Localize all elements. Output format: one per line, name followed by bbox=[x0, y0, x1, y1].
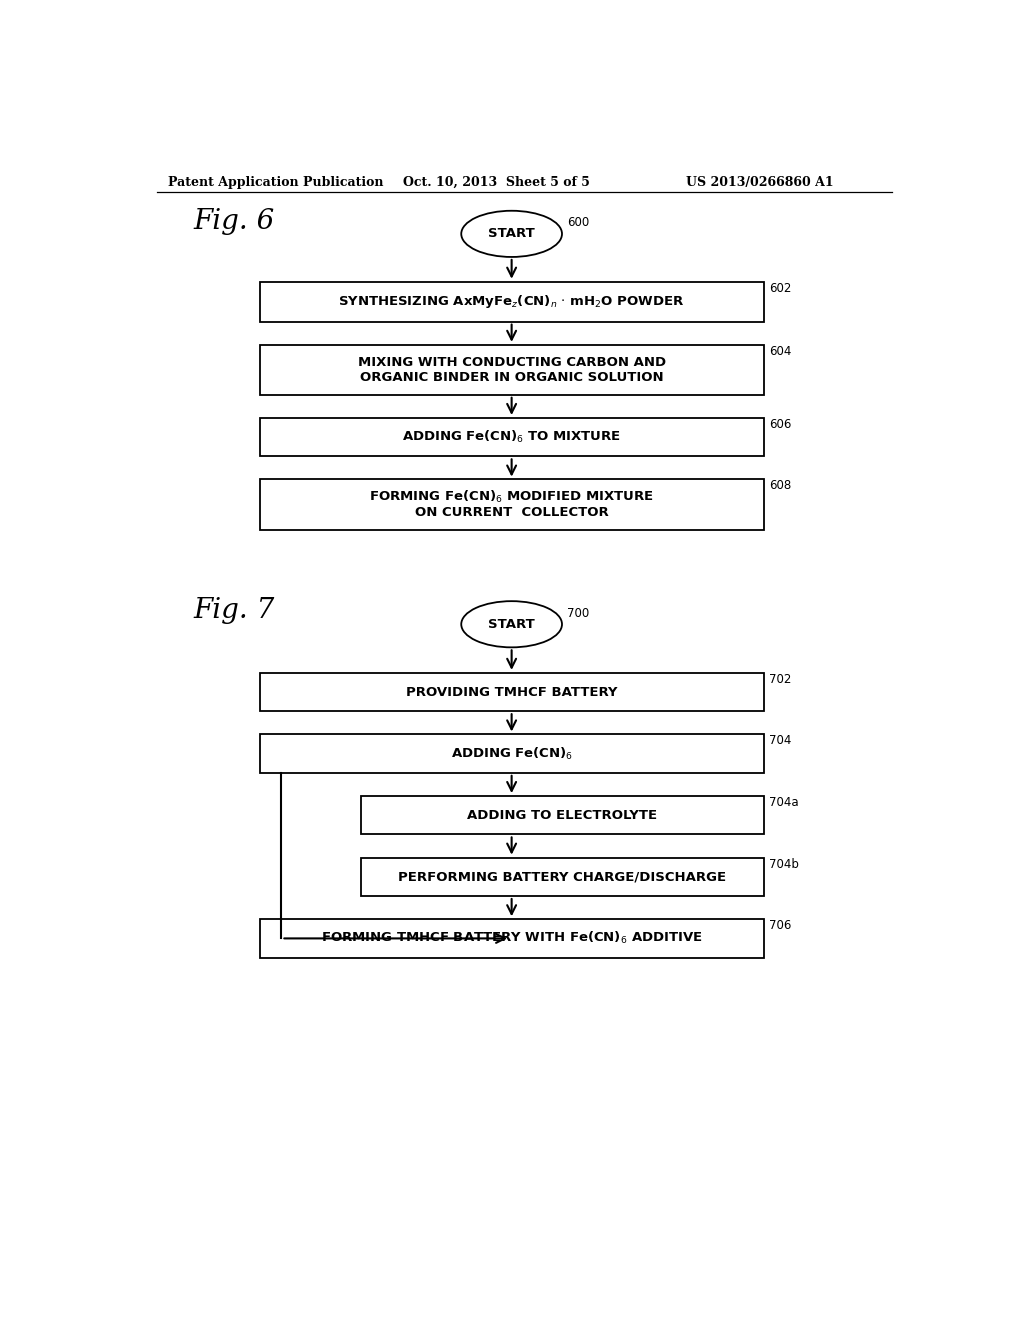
Text: 700: 700 bbox=[567, 607, 590, 619]
Text: 604: 604 bbox=[769, 345, 792, 358]
Text: ON CURRENT  COLLECTOR: ON CURRENT COLLECTOR bbox=[415, 506, 608, 519]
Text: START: START bbox=[488, 227, 535, 240]
Ellipse shape bbox=[461, 211, 562, 257]
Text: ADDING Fe(CN)$_6$: ADDING Fe(CN)$_6$ bbox=[451, 746, 572, 762]
FancyBboxPatch shape bbox=[260, 673, 764, 711]
FancyBboxPatch shape bbox=[260, 281, 764, 322]
Text: 600: 600 bbox=[567, 216, 590, 230]
FancyBboxPatch shape bbox=[360, 796, 764, 834]
Text: Patent Application Publication: Patent Application Publication bbox=[168, 176, 384, 189]
FancyBboxPatch shape bbox=[260, 418, 764, 457]
FancyBboxPatch shape bbox=[260, 479, 764, 529]
Text: US 2013/0266860 A1: US 2013/0266860 A1 bbox=[686, 176, 834, 189]
FancyBboxPatch shape bbox=[260, 345, 764, 395]
Text: FORMING TMHCF BATTERY WITH Fe(CN)$_6$ ADDITIVE: FORMING TMHCF BATTERY WITH Fe(CN)$_6$ AD… bbox=[321, 931, 702, 946]
Text: PROVIDING TMHCF BATTERY: PROVIDING TMHCF BATTERY bbox=[406, 685, 617, 698]
Text: SYNTHESIZING AxMyFe$_z$(CN)$_n$ $\cdot$ mH$_2$O POWDER: SYNTHESIZING AxMyFe$_z$(CN)$_n$ $\cdot$ … bbox=[338, 293, 685, 310]
Text: 606: 606 bbox=[769, 418, 792, 430]
Text: FORMING Fe(CN)$_6$ MODIFIED MIXTURE: FORMING Fe(CN)$_6$ MODIFIED MIXTURE bbox=[370, 488, 654, 504]
Text: Fig. 6: Fig. 6 bbox=[194, 209, 275, 235]
FancyBboxPatch shape bbox=[260, 734, 764, 774]
Text: 602: 602 bbox=[769, 281, 792, 294]
Text: 706: 706 bbox=[769, 919, 792, 932]
Text: Fig. 7: Fig. 7 bbox=[194, 598, 275, 624]
FancyBboxPatch shape bbox=[260, 919, 764, 958]
Text: MIXING WITH CONDUCTING CARBON AND: MIXING WITH CONDUCTING CARBON AND bbox=[357, 355, 666, 368]
Text: ADDING Fe(CN)$_6$ TO MIXTURE: ADDING Fe(CN)$_6$ TO MIXTURE bbox=[402, 429, 622, 445]
Text: 608: 608 bbox=[769, 479, 792, 492]
Text: ADDING TO ELECTROLYTE: ADDING TO ELECTROLYTE bbox=[467, 809, 657, 822]
Text: Oct. 10, 2013  Sheet 5 of 5: Oct. 10, 2013 Sheet 5 of 5 bbox=[403, 176, 590, 189]
Text: 702: 702 bbox=[769, 673, 792, 686]
Text: PERFORMING BATTERY CHARGE/DISCHARGE: PERFORMING BATTERY CHARGE/DISCHARGE bbox=[398, 870, 726, 883]
Text: 704a: 704a bbox=[769, 796, 799, 809]
Text: 704: 704 bbox=[769, 734, 792, 747]
Ellipse shape bbox=[461, 601, 562, 647]
Text: START: START bbox=[488, 618, 535, 631]
FancyBboxPatch shape bbox=[360, 858, 764, 896]
Text: 704b: 704b bbox=[769, 858, 799, 871]
Text: ORGANIC BINDER IN ORGANIC SOLUTION: ORGANIC BINDER IN ORGANIC SOLUTION bbox=[359, 371, 664, 384]
